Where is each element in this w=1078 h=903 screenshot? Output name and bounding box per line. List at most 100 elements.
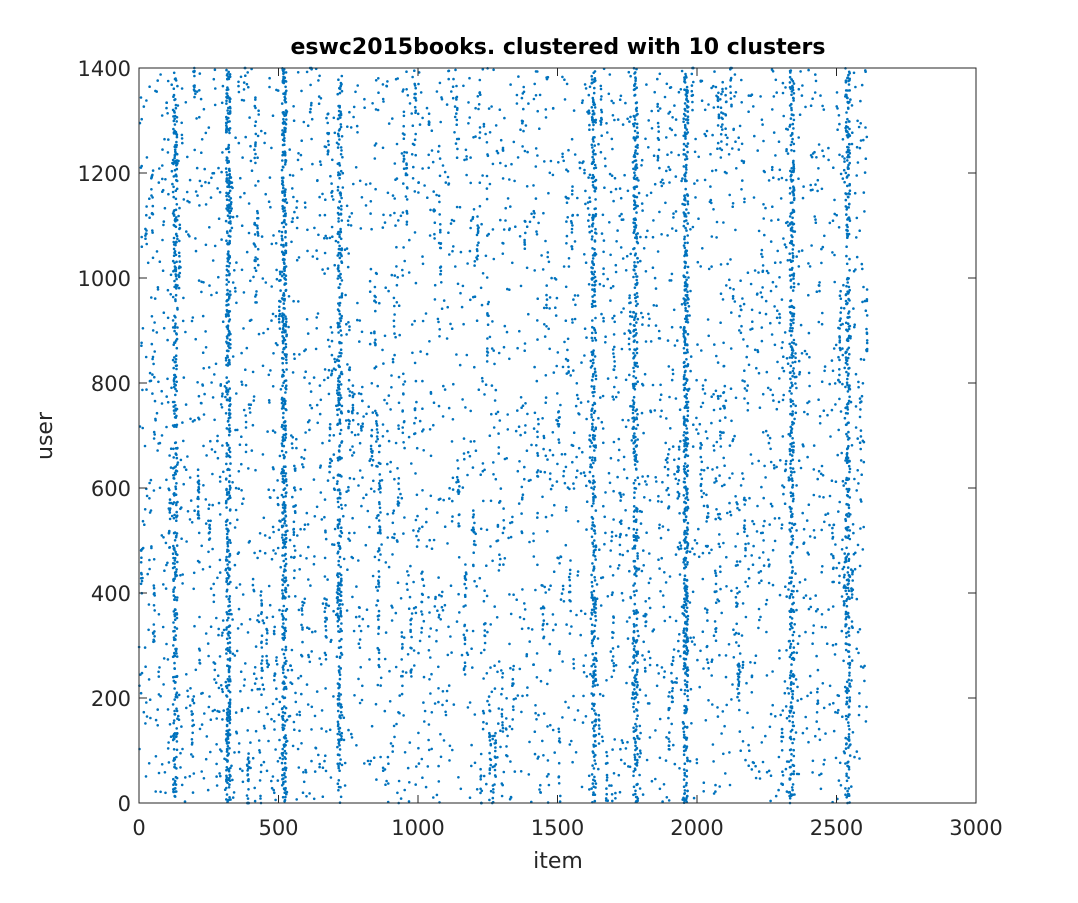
scatter-point: [214, 87, 217, 90]
scatter-point: [410, 612, 414, 615]
scatter-point: [285, 484, 289, 487]
scatter-point: [863, 210, 866, 213]
scatter-point: [814, 218, 817, 221]
scatter-point: [719, 570, 722, 574]
scatter-point: [647, 312, 650, 316]
scatter-point: [595, 583, 599, 586]
scatter-point: [775, 465, 778, 469]
scatter-point: [817, 320, 821, 324]
scatter-point: [635, 321, 638, 324]
scatter-point: [181, 421, 184, 424]
scatter-point: [194, 249, 198, 253]
scatter-point: [857, 713, 861, 717]
scatter-point: [415, 493, 419, 497]
scatter-point: [279, 388, 283, 391]
scatter-point: [270, 319, 273, 322]
scatter-point: [711, 703, 714, 706]
scatter-point: [489, 545, 492, 548]
scatter-point: [170, 169, 174, 173]
scatter-point: [427, 649, 431, 652]
scatter-point: [828, 703, 831, 706]
scatter-point: [504, 219, 507, 222]
scatter-point: [659, 383, 662, 387]
scatter-point: [493, 755, 497, 758]
scatter-point: [502, 242, 505, 245]
scatter-point: [754, 764, 757, 768]
scatter-point: [854, 551, 857, 555]
scatter-point: [302, 465, 305, 469]
scatter-point: [396, 496, 400, 499]
scatter-point: [482, 499, 485, 503]
scatter-point: [261, 453, 265, 456]
scatter-point: [295, 206, 298, 209]
scatter-point: [221, 84, 225, 88]
scatter-point: [838, 319, 842, 323]
scatter-point: [228, 709, 231, 712]
scatter-point: [850, 625, 854, 628]
scatter-point: [455, 108, 459, 112]
scatter-point: [701, 577, 705, 581]
scatter-point: [594, 509, 598, 512]
scatter-point: [210, 381, 213, 384]
scatter-point: [236, 627, 240, 630]
scatter-point: [736, 532, 739, 536]
scatter-point: [807, 331, 811, 335]
scatter-point: [674, 133, 677, 137]
scatter-point: [373, 294, 377, 298]
scatter-point: [792, 523, 796, 527]
scatter-point: [359, 665, 363, 669]
scatter-point: [810, 155, 814, 159]
scatter-point: [817, 143, 821, 146]
scatter-point: [511, 718, 514, 721]
scatter-point: [439, 269, 443, 273]
scatter-point: [499, 487, 503, 490]
scatter-point: [190, 521, 194, 524]
scatter-point: [445, 689, 449, 693]
scatter-point: [414, 109, 418, 112]
scatter-point: [450, 520, 454, 523]
scatter-point: [265, 706, 268, 709]
scatter-point: [832, 166, 835, 169]
scatter-point: [336, 241, 340, 244]
scatter-point: [220, 101, 224, 105]
scatter-point: [797, 177, 800, 180]
scatter-point: [328, 345, 331, 348]
scatter-point: [280, 234, 284, 238]
scatter-point: [494, 388, 498, 392]
scatter-point: [482, 720, 485, 724]
scatter-point: [363, 97, 366, 101]
scatter-point: [207, 550, 210, 554]
scatter-point: [676, 497, 679, 500]
scatter-point: [391, 521, 395, 525]
scatter-point: [175, 423, 179, 427]
scatter-point: [438, 81, 442, 85]
scatter-point: [393, 304, 396, 308]
scatter-point: [428, 635, 431, 638]
scatter-point: [395, 722, 398, 726]
scatter-point: [738, 329, 741, 332]
scatter-point: [677, 448, 681, 451]
scatter-point: [658, 72, 662, 76]
scatter-point: [345, 204, 349, 208]
scatter-point: [720, 125, 723, 129]
scatter-point: [466, 473, 469, 477]
scatter-point: [612, 355, 616, 359]
scatter-point: [244, 414, 247, 417]
scatter-point: [408, 102, 412, 105]
scatter-point: [335, 655, 339, 658]
scatter-point: [807, 293, 810, 297]
scatter-point: [325, 730, 328, 733]
scatter-point: [389, 460, 393, 464]
scatter-point: [400, 692, 404, 696]
scatter-point: [583, 354, 586, 357]
scatter-point: [725, 703, 728, 707]
scatter-point: [770, 504, 774, 508]
scatter-point: [710, 548, 713, 552]
scatter-point: [494, 763, 498, 766]
scatter-point: [848, 728, 851, 731]
scatter-point: [295, 226, 299, 230]
scatter-point: [595, 659, 598, 662]
scatter-point: [263, 534, 267, 537]
scatter-point: [326, 267, 330, 270]
scatter-point: [718, 512, 721, 516]
